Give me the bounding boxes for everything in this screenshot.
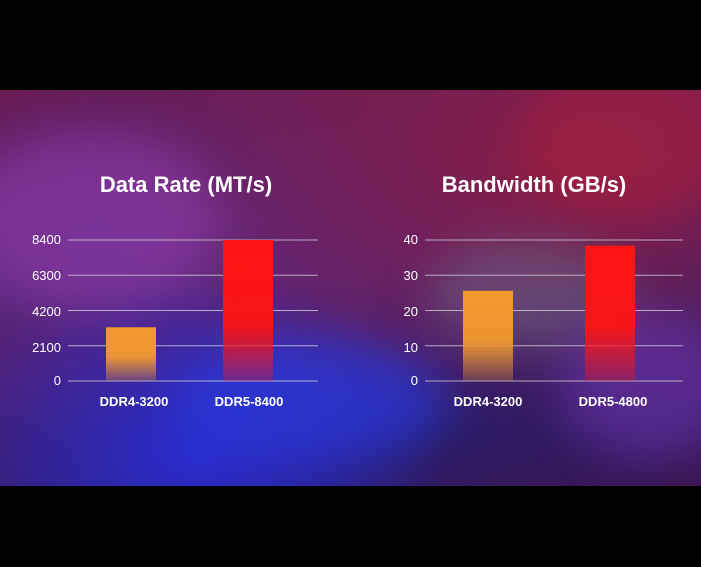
category-label-ddr5: DDR5-4800: [579, 394, 648, 409]
y-tick-label: 30: [404, 268, 418, 283]
data-rate-gridlines: [68, 239, 318, 382]
category-label-ddr5: DDR5-8400: [215, 394, 284, 409]
y-tick-label: 40: [404, 232, 418, 247]
y-tick-label: 6300: [32, 268, 61, 283]
y-tick-label: 0: [411, 373, 418, 388]
background-glow: [170, 340, 450, 460]
category-label-ddr4: DDR4-3200: [100, 394, 169, 409]
y-tick-label: 4200: [32, 304, 61, 319]
y-tick-label: 2100: [32, 340, 61, 355]
data-rate-category-labels: DDR4-3200 DDR5-8400: [100, 394, 284, 409]
background-glow: [0, 130, 220, 310]
bar-ddr4-3200: [463, 290, 513, 381]
y-tick-label: 0: [54, 373, 61, 388]
bandwidth-tick-labels: 0 10 20 30 40: [404, 232, 418, 388]
bar-ddr5-4800: [585, 245, 635, 381]
bar-ddr4-3200: [106, 327, 156, 381]
y-tick-label: 20: [404, 304, 418, 319]
y-tick-label: 10: [404, 340, 418, 355]
bandwidth-title: Bandwidth (GB/s): [442, 172, 627, 197]
data-rate-title: Data Rate (MT/s): [100, 172, 272, 197]
data-rate-tick-labels: 0 2100 4200 6300 8400: [32, 232, 61, 388]
y-tick-label: 8400: [32, 232, 61, 247]
bandwidth-bars: [463, 245, 635, 381]
data-rate-chart: Data Rate (MT/s) 0 2100 4200 6300 8400 D…: [32, 172, 318, 409]
bar-ddr5-8400: [223, 240, 273, 381]
bandwidth-category-labels: DDR4-3200 DDR5-4800: [454, 394, 648, 409]
data-rate-bars: [106, 240, 273, 381]
bandwidth-chart: Bandwidth (GB/s) 0 10 20 30 40 DDR4-3200…: [404, 172, 683, 409]
category-label-ddr4: DDR4-3200: [454, 394, 523, 409]
